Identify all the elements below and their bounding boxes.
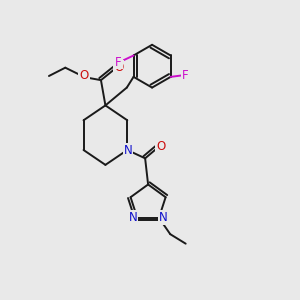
Text: F: F	[116, 56, 122, 68]
Text: O: O	[114, 61, 123, 74]
Text: N: N	[159, 211, 167, 224]
Text: F: F	[182, 69, 189, 82]
Text: N: N	[129, 211, 137, 224]
Text: O: O	[80, 69, 88, 82]
Text: N: N	[124, 143, 132, 157]
Text: O: O	[156, 140, 166, 153]
